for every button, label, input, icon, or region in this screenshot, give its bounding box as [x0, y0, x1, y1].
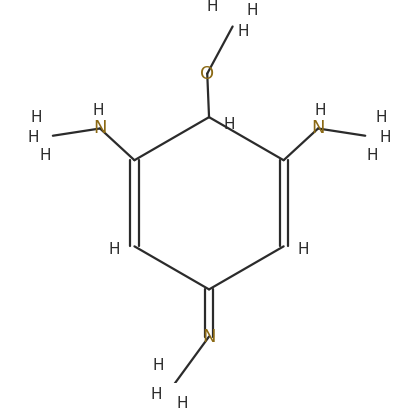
Text: H: H [380, 130, 391, 145]
Text: N: N [93, 120, 107, 137]
Text: H: H [153, 358, 164, 373]
Text: H: H [31, 110, 42, 125]
Text: H: H [27, 130, 39, 145]
Text: H: H [151, 387, 162, 402]
Text: H: H [176, 396, 188, 408]
Text: H: H [314, 103, 326, 118]
Text: H: H [367, 148, 378, 163]
Text: H: H [376, 110, 387, 125]
Text: N: N [311, 120, 325, 137]
Text: H: H [247, 3, 259, 18]
Text: H: H [223, 117, 235, 132]
Text: H: H [40, 148, 52, 163]
Text: H: H [93, 103, 104, 118]
Text: H: H [109, 242, 120, 257]
Text: O: O [200, 64, 214, 83]
Text: H: H [298, 242, 309, 257]
Text: H: H [207, 0, 218, 14]
Text: N: N [202, 328, 216, 346]
Text: H: H [238, 24, 249, 38]
